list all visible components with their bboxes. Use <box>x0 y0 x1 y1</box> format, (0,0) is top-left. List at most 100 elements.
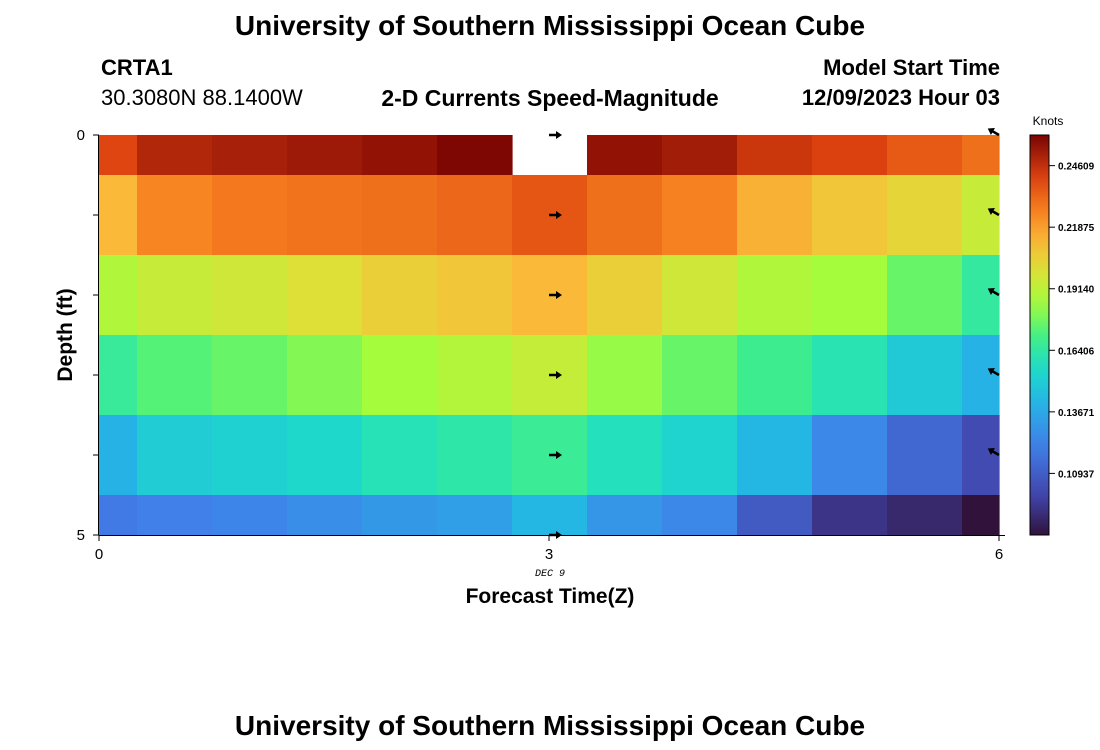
station-coordinates: 30.3080N 88.1400W <box>101 85 303 110</box>
current-arrow <box>549 531 562 539</box>
current-arrow <box>987 128 1000 137</box>
heatmap-cell <box>437 335 513 416</box>
heatmap-cell <box>99 495 138 536</box>
heatmap-cell <box>287 255 363 336</box>
heatmap-cell <box>512 495 588 536</box>
heatmap-cell <box>99 415 138 496</box>
station-id: CRTA1 <box>101 55 173 80</box>
colorbar-tick-label: 0.13671 <box>1058 408 1095 419</box>
heatmap-cell <box>212 175 288 256</box>
x-axis-label: Forecast Time(Z) <box>465 585 635 608</box>
heatmap-cell <box>737 495 813 536</box>
heatmap-cell <box>362 415 438 496</box>
heatmap-cell <box>962 175 1000 256</box>
current-arrow <box>987 448 1000 457</box>
heatmap-cell <box>587 255 663 336</box>
heatmap-cell <box>737 135 813 176</box>
heatmap-cell <box>662 135 738 176</box>
heatmap-cell <box>887 135 963 176</box>
heatmap-cell <box>137 175 213 256</box>
heatmap-cell <box>737 415 813 496</box>
heatmap-cell <box>812 335 888 416</box>
x-tick-label: 0 <box>95 546 103 563</box>
heatmap-cell <box>437 415 513 496</box>
heatmap-cell <box>887 335 963 416</box>
heatmap-cell <box>362 335 438 416</box>
heatmap-cell <box>812 255 888 336</box>
heatmap-cell <box>887 415 963 496</box>
heatmap-cell <box>362 175 438 256</box>
current-arrow <box>549 211 562 219</box>
y-tick-label: 5 <box>77 527 85 544</box>
heatmap-cell <box>99 135 138 176</box>
y-axis-label: Depth (ft) <box>54 288 77 382</box>
current-arrow <box>987 288 1000 297</box>
current-arrow <box>987 368 1000 377</box>
y-tick-label: 0 <box>77 127 85 144</box>
heatmap-cell <box>737 175 813 256</box>
heatmap-cell <box>737 335 813 416</box>
x-tick-label: 6 <box>995 546 1003 563</box>
heatmap-cell <box>662 255 738 336</box>
heatmap-cell <box>287 495 363 536</box>
heatmap-cell <box>662 335 738 416</box>
heatmap-cell <box>587 335 663 416</box>
heatmap-cell <box>662 415 738 496</box>
heatmap-cell <box>212 415 288 496</box>
heatmap-cell <box>587 175 663 256</box>
current-arrow <box>987 208 1000 217</box>
x-axis-date-label: DEC 9 <box>534 569 565 580</box>
heatmap-cell <box>962 255 1000 336</box>
current-arrow <box>549 131 562 139</box>
colorbar-tick-label: 0.21875 <box>1058 223 1095 234</box>
heatmap-cell <box>212 495 288 536</box>
page-title: University of Southern Mississippi Ocean… <box>234 10 866 41</box>
current-arrow <box>549 371 562 379</box>
heatmap-cell <box>212 255 288 336</box>
heatmap-cell <box>99 175 138 256</box>
heatmap-cell <box>137 255 213 336</box>
footer-title: University of Southern Mississippi Ocean… <box>234 710 866 741</box>
heatmap-cell <box>437 175 513 256</box>
heatmap-cell <box>887 255 963 336</box>
model-start-time: 12/09/2023 Hour 03 <box>801 85 1000 110</box>
heatmap-cell <box>362 495 438 536</box>
heatmap-cell <box>887 495 963 536</box>
heatmap-cell <box>887 175 963 256</box>
heatmap-cell <box>737 255 813 336</box>
colorbar-label: Knots <box>1033 114 1064 128</box>
heatmap-cell <box>662 495 738 536</box>
colorbar-tick-label: 0.24609 <box>1058 162 1095 173</box>
heatmap-cell <box>437 255 513 336</box>
heatmap-cell <box>662 175 738 256</box>
heatmap-cell <box>812 175 888 256</box>
heatmap-cell <box>137 135 213 176</box>
colorbar-tick-label: 0.16406 <box>1058 346 1095 357</box>
heatmap-cell <box>287 415 363 496</box>
chart-title: 2-D Currents Speed-Magnitude <box>381 85 719 111</box>
heatmap-cell <box>137 415 213 496</box>
heatmap-cell <box>812 135 888 176</box>
heatmap-cell <box>137 495 213 536</box>
current-arrow <box>549 291 562 299</box>
heatmap-cell <box>437 495 513 536</box>
heatmap-cell <box>962 495 1000 536</box>
heatmap-cell <box>287 335 363 416</box>
heatmap-cell <box>287 175 363 256</box>
colorbar-tick-label: 0.10937 <box>1058 469 1095 480</box>
heatmap-cell <box>137 335 213 416</box>
heatmap-cell <box>437 135 513 176</box>
heatmap-cell <box>99 335 138 416</box>
heatmap-cell <box>212 335 288 416</box>
heatmap-cell <box>812 495 888 536</box>
colorbar <box>1029 134 1050 536</box>
current-arrow <box>549 451 562 459</box>
heatmap-cell <box>587 415 663 496</box>
heatmap-cell <box>812 415 888 496</box>
heatmap-cell <box>212 135 288 176</box>
x-tick-label: 3 <box>545 546 553 563</box>
heatmap-cell <box>362 255 438 336</box>
heatmap-cell <box>962 415 1000 496</box>
colorbar-tick-label: 0.19140 <box>1058 285 1095 296</box>
